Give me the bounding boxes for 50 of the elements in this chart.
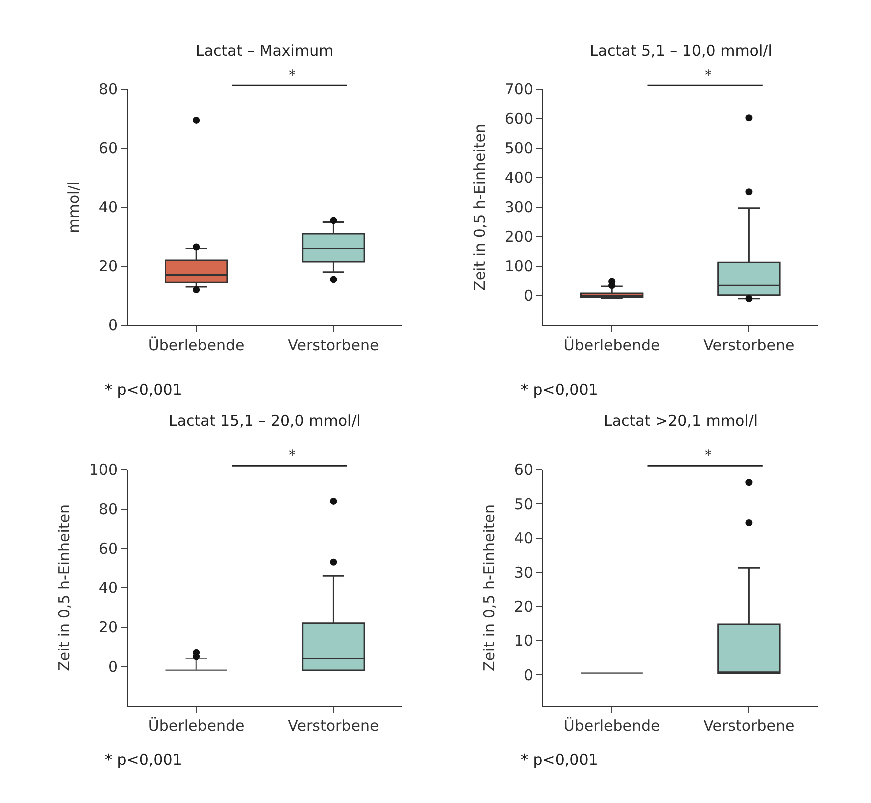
y-tick-label: 100: [504, 258, 534, 276]
y-tick-label: 20: [98, 258, 118, 276]
y-tick-label: 60: [98, 540, 118, 558]
y-tick-label: 40: [98, 579, 118, 598]
y-tick-label: 50: [514, 495, 534, 514]
y-tick-label: 40: [98, 198, 118, 217]
y-axis-title: Zeit in 0,5 h-Einheiten: [471, 124, 490, 291]
x-tick-label: Überlebende: [564, 336, 660, 354]
y-tick-label: 200: [504, 228, 534, 246]
y-tick-label: 10: [514, 632, 534, 650]
text: * p<0,001: [105, 751, 182, 769]
y-tick-label: 80: [98, 80, 118, 99]
y-tick-label: 0: [524, 287, 534, 306]
chart-title: Lactat 5,1 – 10,0 mmol/l: [590, 42, 772, 60]
text: * p<0,001: [105, 381, 182, 399]
y-tick-label: 60: [98, 140, 118, 158]
y-tick-label: 20: [98, 618, 118, 637]
x-tick-label: Überlebende: [148, 336, 245, 354]
y-tick-label: 0: [108, 658, 118, 676]
y-tick-label: 500: [504, 140, 534, 158]
y-axis-title: Zeit in 0,5 h-Einheiten: [56, 504, 74, 672]
chart-title: Lactat 15,1 – 20,0 mmol/l: [169, 412, 361, 430]
y-tick-label: 0: [524, 666, 534, 684]
y-tick-label: 600: [504, 110, 534, 128]
y-axis-title: mmol/l: [65, 182, 84, 234]
text: * p<0,001: [521, 381, 598, 399]
y-tick-label: 80: [98, 500, 118, 519]
x-tick-label: Überlebende: [564, 716, 660, 735]
y-tick-label: 60: [514, 461, 534, 480]
text: * p<0,001: [521, 751, 598, 769]
y-tick-label: 700: [504, 80, 534, 99]
y-tick-label: 300: [504, 198, 534, 217]
y-tick-label: 20: [514, 598, 534, 616]
text: *: [705, 68, 712, 84]
y-tick-label: 0: [108, 316, 118, 335]
text: *: [289, 68, 296, 84]
text: *: [289, 448, 296, 464]
x-tick-label: Überlebende: [148, 716, 245, 735]
y-tick-label: 100: [89, 461, 118, 480]
y-tick-label: 30: [514, 564, 534, 582]
y-tick-label: 40: [514, 530, 534, 548]
x-tick-label: Verstorbene: [288, 716, 380, 735]
y-axis-title: Zeit in 0,5 h-Einheiten: [480, 504, 499, 672]
chart-title: Lactat >20,1 mmol/l: [604, 412, 758, 430]
x-tick-label: Verstorbene: [704, 716, 795, 735]
x-tick-label: Verstorbene: [704, 336, 795, 354]
chart-title: Lactat – Maximum: [196, 42, 334, 60]
text: *: [705, 448, 712, 464]
y-tick-label: 400: [504, 169, 534, 188]
x-tick-label: Verstorbene: [288, 336, 380, 354]
